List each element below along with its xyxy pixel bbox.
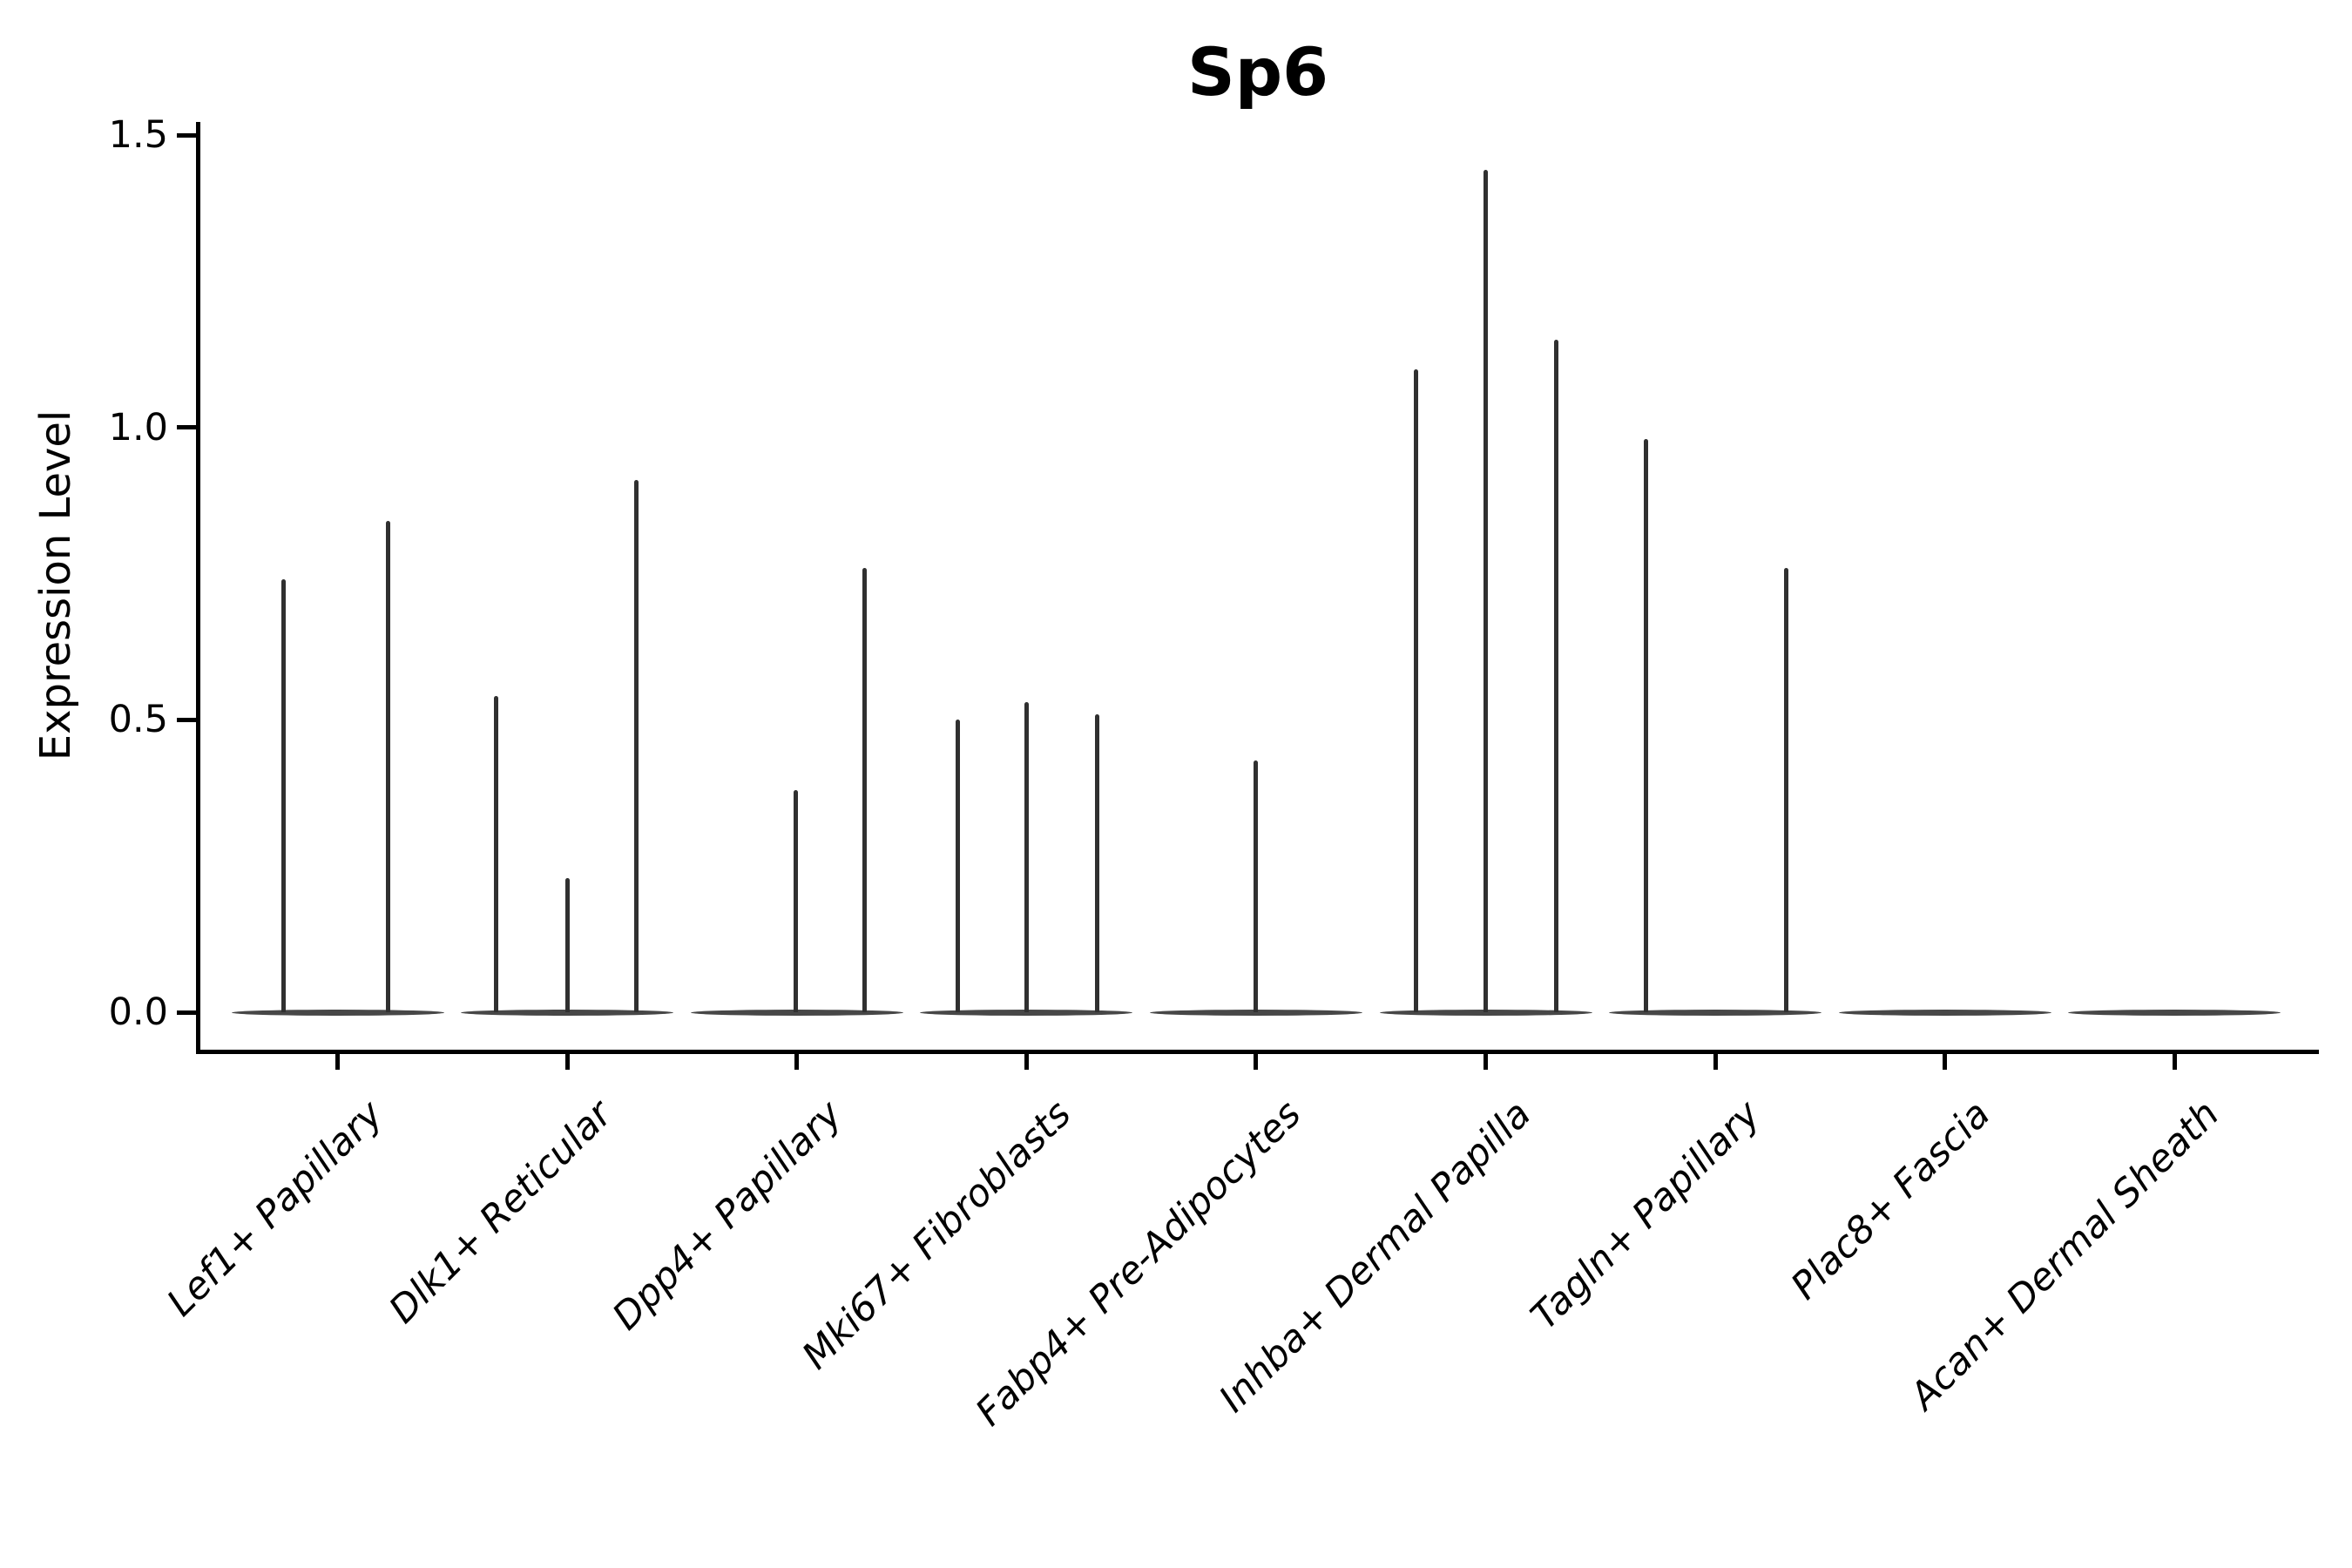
x-tick-label: Lef1+ Papillary: [158, 1092, 391, 1325]
plot-title: Sp6: [1186, 33, 1329, 111]
violin-density-spike: [1024, 702, 1029, 1012]
violin-density-spike: [1484, 170, 1488, 1012]
violin-density-spike: [1254, 760, 1259, 1012]
x-tick-mark: [335, 1054, 340, 1070]
violin-density-spike: [1554, 340, 1558, 1012]
y-tick-mark: [177, 717, 196, 722]
violin-density-spike: [1414, 368, 1418, 1012]
x-axis-spine: [196, 1050, 2319, 1054]
violin-zero-mass-body: [1149, 1009, 1362, 1016]
y-tick-mark: [177, 132, 196, 138]
violin-zero-mass-body: [2068, 1009, 2281, 1016]
violin-zero-mass-body: [1379, 1009, 1592, 1016]
violin-zero-mass-body: [1838, 1009, 2051, 1016]
violin-density-spike: [1094, 713, 1099, 1012]
x-tick-label: Dlk1+ Reticular: [381, 1092, 621, 1333]
violin-density-spike: [1643, 439, 1648, 1012]
y-tick-label: 0.0: [108, 990, 168, 1034]
violin-density-spike: [1783, 567, 1788, 1012]
y-axis-label: Expression Level: [31, 409, 80, 761]
violin-density-spike: [564, 877, 570, 1012]
violin-zero-mass-body: [231, 1009, 444, 1016]
x-tick-mark: [1024, 1054, 1029, 1070]
y-tick-label: 1.5: [108, 113, 168, 158]
violin-zero-mass-body: [461, 1009, 674, 1016]
y-tick-label: 1.0: [108, 405, 168, 449]
x-tick-label: Tagln+ Papillary: [1523, 1092, 1769, 1339]
x-tick-mark: [794, 1054, 800, 1070]
violin-density-spike: [955, 720, 960, 1012]
y-axis-spine: [196, 122, 200, 1054]
x-tick-mark: [1713, 1054, 1718, 1070]
y-tick-label: 0.5: [108, 698, 168, 742]
x-tick-mark: [1254, 1054, 1259, 1070]
violin-zero-mass-body: [920, 1009, 1133, 1016]
violin-density-spike: [493, 696, 498, 1012]
violin-density-spike: [794, 789, 799, 1012]
violin-density-spike: [633, 480, 639, 1012]
x-tick-mark: [2172, 1054, 2177, 1070]
violin-zero-mass-body: [690, 1009, 903, 1016]
violin-zero-mass-body: [1609, 1009, 1822, 1016]
x-tick-mark: [1484, 1054, 1488, 1070]
x-tick-mark: [1943, 1054, 1948, 1070]
x-tick-mark: [564, 1054, 570, 1070]
x-tick-label: Dpp4+ Papillary: [604, 1092, 851, 1339]
y-tick-mark: [177, 1010, 196, 1015]
violin-density-spike: [281, 579, 286, 1012]
y-tick-mark: [177, 425, 196, 430]
x-tick-label: Plac8+ Fascia: [1782, 1092, 1999, 1308]
violin-density-spike: [386, 521, 390, 1012]
violin-density-spike: [862, 567, 868, 1012]
